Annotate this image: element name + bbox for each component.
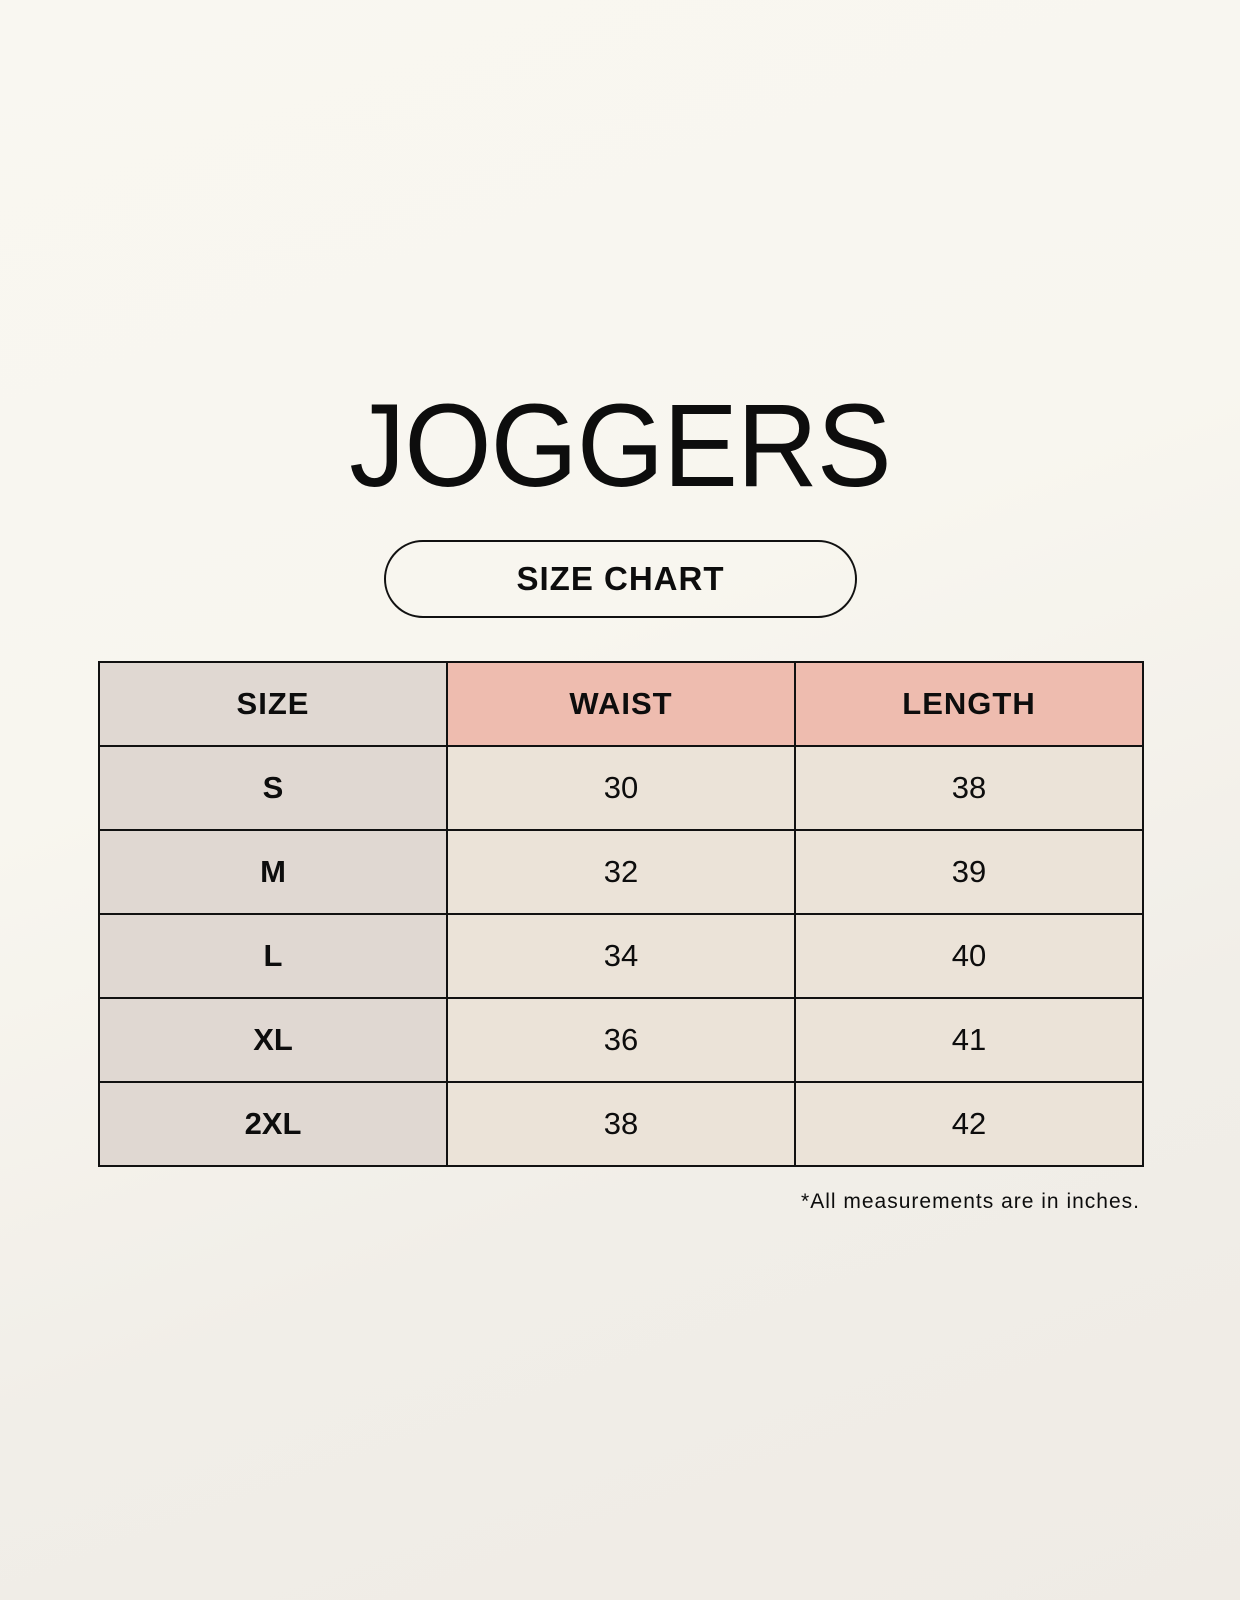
size-cell: S	[98, 745, 448, 831]
table-row: S 30 38	[98, 745, 1144, 831]
size-chart-label: SIZE CHART	[384, 540, 857, 618]
table-row: L 34 40	[98, 913, 1144, 999]
length-cell: 38	[794, 745, 1144, 831]
table-header-row: SIZE WAIST LENGTH	[98, 661, 1144, 747]
length-cell: 40	[794, 913, 1144, 999]
size-cell: L	[98, 913, 448, 999]
waist-cell: 36	[446, 997, 796, 1083]
table-row: 2XL 38 42	[98, 1081, 1144, 1167]
header-length: LENGTH	[794, 661, 1144, 747]
size-cell: XL	[98, 997, 448, 1083]
waist-cell: 38	[446, 1081, 796, 1167]
page-title: JOGGERS	[349, 380, 891, 512]
header-waist: WAIST	[446, 661, 796, 747]
table-row: XL 36 41	[98, 997, 1144, 1083]
table-row: M 32 39	[98, 829, 1144, 915]
waist-cell: 34	[446, 913, 796, 999]
length-cell: 41	[794, 997, 1144, 1083]
waist-cell: 32	[446, 829, 796, 915]
size-cell: M	[98, 829, 448, 915]
footnote: *All measurements are in inches.	[801, 1190, 1140, 1213]
size-table: SIZE WAIST LENGTH S 30 38 M 32 39 L 34 40 XL 36 41 2…	[98, 661, 1144, 1167]
length-cell: 39	[794, 829, 1144, 915]
length-cell: 42	[794, 1081, 1144, 1167]
size-cell: 2XL	[98, 1081, 448, 1167]
header-size: SIZE	[98, 661, 448, 747]
waist-cell: 30	[446, 745, 796, 831]
